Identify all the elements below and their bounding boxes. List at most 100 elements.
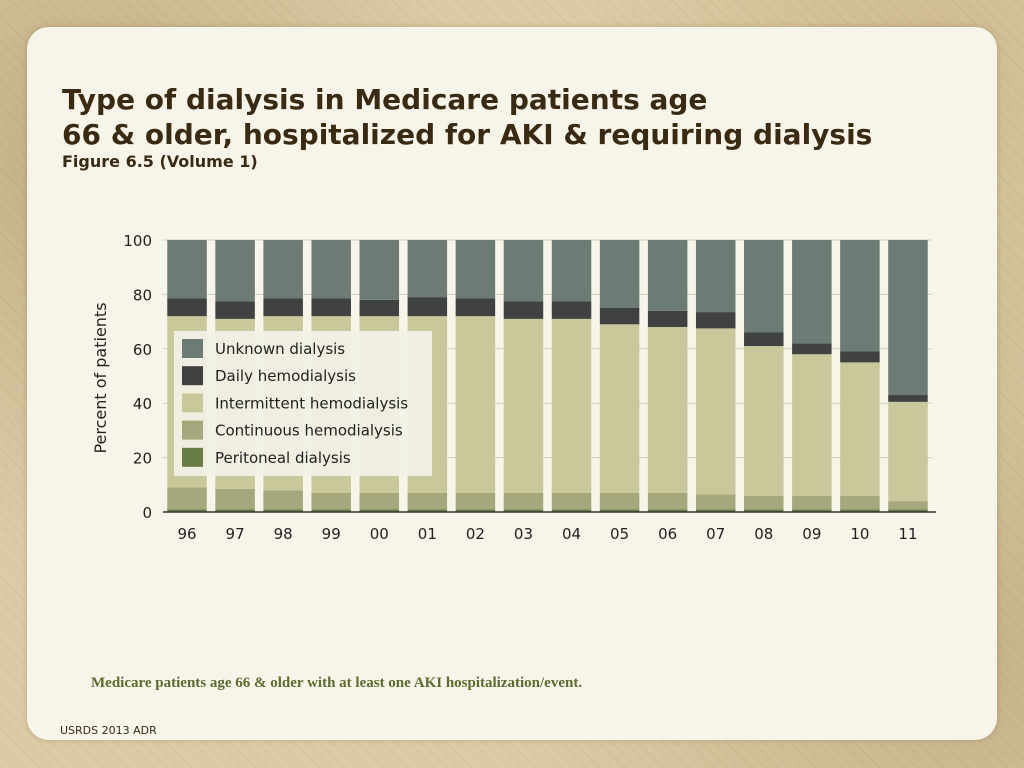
bar-segment [455, 316, 496, 493]
bar-segment [455, 298, 496, 317]
bar-segment [455, 509, 496, 512]
bar-segment [695, 312, 736, 329]
bar-segment [551, 492, 592, 510]
bar-segment [888, 501, 928, 510]
bar-segment [215, 509, 255, 512]
bar-segment [503, 318, 544, 493]
bar-segment [503, 509, 544, 512]
y-tick-label: 40 [133, 395, 152, 413]
legend-swatch [182, 447, 203, 467]
bar-segment [792, 354, 832, 496]
bar-segment [407, 492, 448, 510]
legend-box [174, 331, 432, 476]
y-tick-label: 100 [123, 232, 152, 250]
bar-segment [695, 328, 736, 495]
legend-label: Unknown dialysis [215, 340, 345, 358]
x-tick-label: 98 [274, 525, 293, 543]
bar-segment [744, 509, 784, 512]
y-tick-label: 0 [142, 504, 152, 522]
title-line-2: 66 & older, hospitalized for AKI & requi… [62, 118, 873, 151]
bar-segment [407, 297, 448, 317]
bar-segment [792, 495, 832, 510]
bar-segment [359, 240, 400, 300]
bar-segment [647, 492, 688, 510]
bar-segment [647, 240, 688, 311]
bar-segment [840, 351, 880, 363]
legend-label: Daily hemodialysis [215, 367, 356, 385]
bar-segment [888, 509, 928, 512]
x-tick-label: 06 [658, 525, 677, 543]
bar-segment [888, 395, 928, 402]
bar-segment [792, 240, 832, 344]
bar-segment [263, 509, 303, 512]
bar-segment [167, 509, 207, 512]
bar-segment [503, 301, 544, 319]
bar-segment [551, 318, 592, 493]
slide-title: Type of dialysis in Medicare patients ag… [62, 82, 872, 152]
bar-segment [167, 487, 207, 510]
x-tick-label: 99 [322, 525, 341, 543]
bar-segment [599, 240, 640, 308]
bar-segment [503, 492, 544, 510]
bar-segment [695, 509, 736, 512]
bar-segment [840, 495, 880, 510]
legend-label: Continuous hemodialysis [215, 422, 403, 440]
bar-segment [311, 509, 351, 512]
bar-segment [647, 310, 688, 328]
legend-swatch [182, 393, 203, 413]
bar-segment [744, 240, 784, 333]
x-tick-label: 05 [610, 525, 629, 543]
x-tick-label: 01 [418, 525, 437, 543]
bar-segment [311, 492, 351, 510]
legend-label: Intermittent hemodialysis [215, 394, 408, 412]
x-tick-label: 08 [754, 525, 773, 543]
bar-segment [888, 401, 928, 502]
y-tick-label: 20 [133, 450, 152, 468]
y-tick-label: 80 [133, 286, 152, 304]
bar-segment [263, 298, 303, 317]
x-tick-label: 09 [802, 525, 821, 543]
legend-swatch [182, 366, 203, 386]
bar-segment [744, 332, 784, 347]
x-tick-label: 10 [850, 525, 869, 543]
bar-segment [311, 240, 351, 299]
bar-segment [599, 492, 640, 510]
x-tick-label: 03 [514, 525, 533, 543]
bar-segment [888, 240, 928, 396]
legend-swatch [182, 420, 203, 440]
bar-segment [599, 308, 640, 325]
x-tick-label: 04 [562, 525, 581, 543]
title-line-1: Type of dialysis in Medicare patients ag… [62, 83, 708, 116]
bar-segment [167, 240, 207, 299]
bar-segment [359, 492, 400, 510]
bar-segment [167, 298, 207, 317]
y-tick-label: 60 [133, 341, 152, 359]
bar-segment [407, 509, 448, 512]
bar-segment [647, 509, 688, 512]
bar-segment [263, 490, 303, 510]
bar-segment [215, 488, 255, 510]
bar-segment [647, 327, 688, 493]
bar-segment [792, 509, 832, 512]
bar-segment [551, 240, 592, 302]
bar-segment [311, 298, 351, 317]
bar-segment [551, 301, 592, 319]
bar-segment [215, 240, 255, 302]
bar-segment [551, 509, 592, 512]
bar-segment [503, 240, 544, 302]
bar-segment [407, 240, 448, 298]
x-tick-label: 96 [177, 525, 196, 543]
bar-segment [744, 495, 784, 510]
bar-segment [455, 240, 496, 299]
legend-swatch [182, 339, 203, 358]
bar-segment [359, 299, 400, 317]
legend-label: Peritoneal dialysis [215, 449, 351, 467]
figure-reference: Figure 6.5 (Volume 1) [62, 152, 258, 171]
bar-segment [840, 509, 880, 512]
bar-segment [455, 492, 496, 510]
bar-segment [792, 343, 832, 355]
chart-caption: Medicare patients age 66 & older with at… [91, 675, 583, 691]
x-tick-label: 07 [706, 525, 725, 543]
bar-segment [744, 346, 784, 496]
